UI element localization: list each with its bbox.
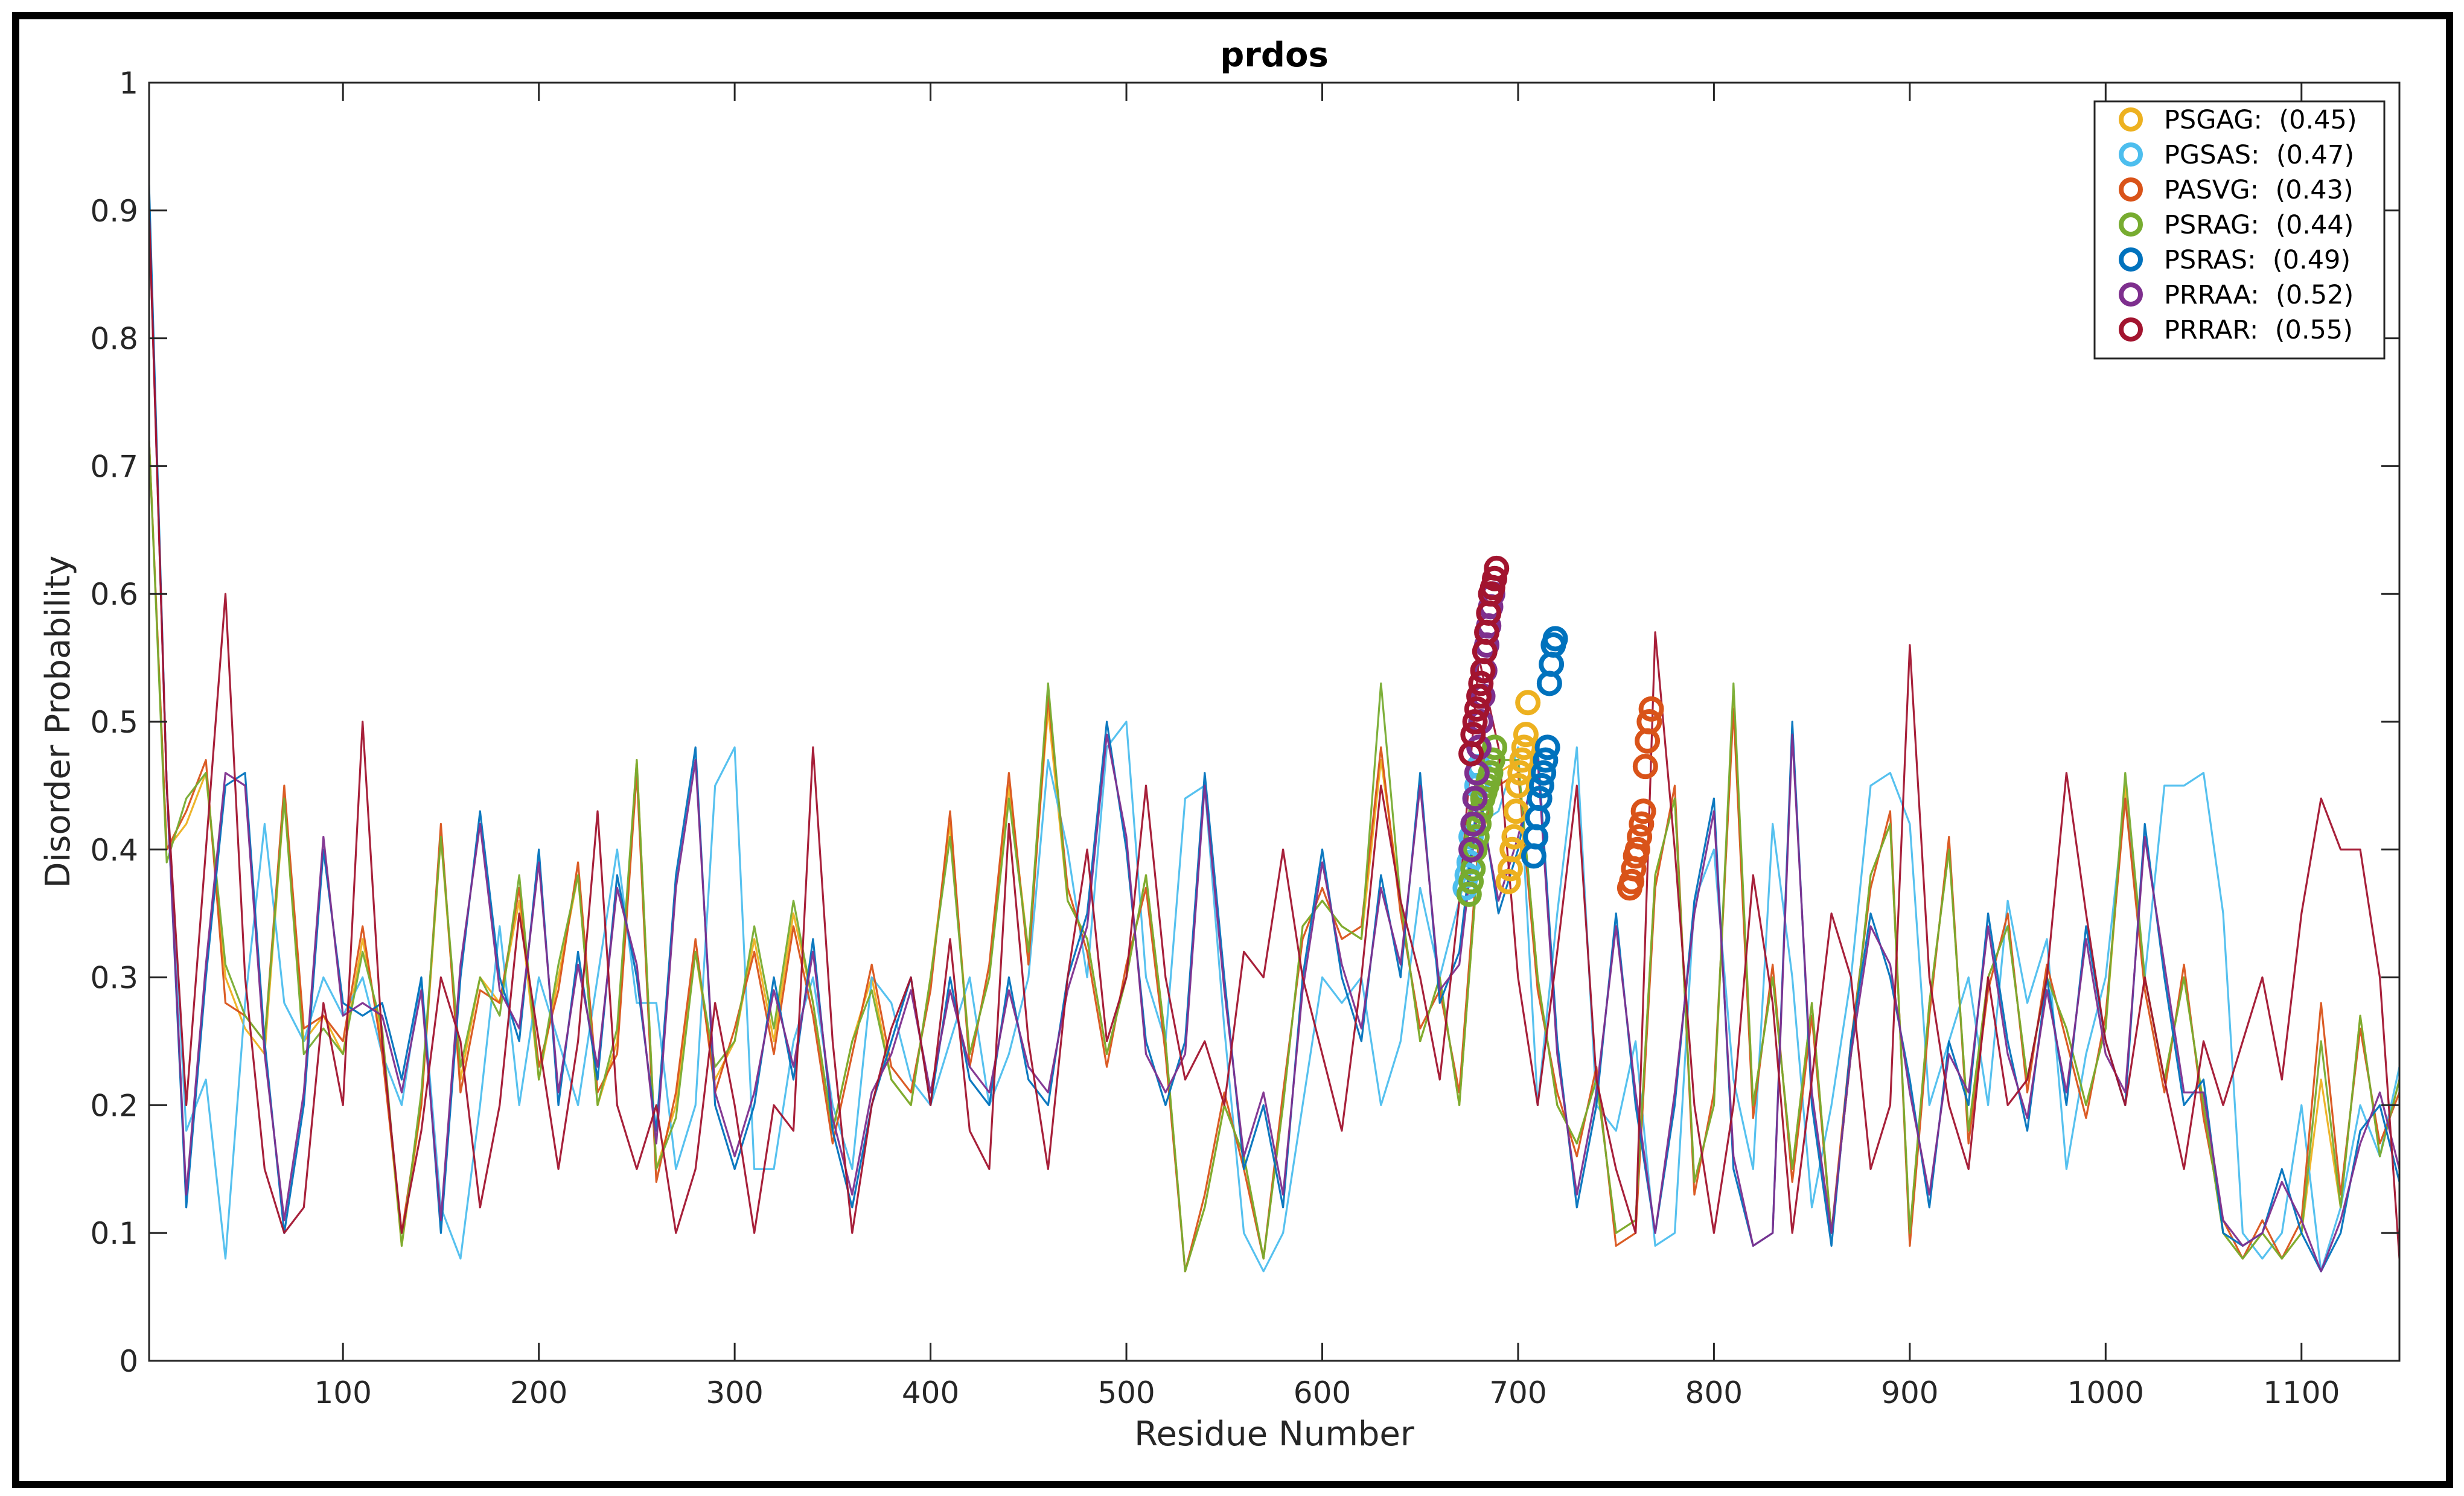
- y-tick-label: 0.2: [90, 1088, 138, 1123]
- x-axis-label: Residue Number: [1134, 1415, 1415, 1454]
- y-tick-label: 1: [119, 66, 138, 101]
- y-tick-label: 0.8: [90, 322, 138, 357]
- series-1-marker: [1515, 690, 1541, 716]
- series-6-marker: [1458, 836, 1484, 862]
- series-markers: [1452, 555, 1664, 907]
- legend-marker: [2119, 317, 2143, 342]
- legend-label: PSRAG: (0.44): [2164, 210, 2354, 240]
- series-1-marker: [1511, 734, 1537, 760]
- series-6-marker: [1462, 786, 1488, 812]
- series-1-marker: [1505, 772, 1531, 798]
- series-1-marker: [1513, 722, 1539, 748]
- y-tick-label: 0: [119, 1344, 138, 1379]
- legend-label: PGSAS: (0.47): [2164, 140, 2354, 170]
- series-3-marker: [1619, 868, 1645, 894]
- x-tick-label: 900: [1881, 1375, 1938, 1410]
- x-tick-label: 500: [1097, 1375, 1155, 1410]
- series-5-marker: [1533, 747, 1559, 773]
- x-tick-label: 400: [902, 1375, 959, 1410]
- series-1-marker: [1503, 798, 1529, 824]
- series-1-marker: [1509, 747, 1535, 773]
- series-line-6: [149, 210, 2399, 1273]
- legend-label: PSGAG: (0.45): [2164, 105, 2357, 135]
- series-4-marker: [1464, 824, 1490, 850]
- series-1-marker: [1499, 836, 1525, 862]
- series-5-marker: [1531, 760, 1557, 786]
- y-axis-label: Disorder Probability: [39, 555, 78, 888]
- series-4-marker: [1458, 868, 1484, 894]
- legend-marker: [2119, 107, 2143, 132]
- y-tick-label: 0.7: [90, 449, 138, 484]
- y-tick-label: 0.3: [90, 961, 138, 996]
- legend-marker: [2119, 247, 2143, 272]
- series-line-5: [149, 185, 2399, 1273]
- legend-box: [2093, 100, 2386, 360]
- legend-label: PASVG: (0.43): [2164, 175, 2354, 205]
- series-lines: [149, 185, 2399, 1273]
- series-line-2: [149, 197, 2399, 1273]
- series-7-marker: [1464, 696, 1490, 722]
- series-7-marker: [1484, 555, 1510, 581]
- y-tick-label: 0.1: [90, 1216, 138, 1251]
- axes: [148, 81, 2401, 1362]
- series-3-marker: [1636, 709, 1662, 734]
- x-tick-label: 200: [510, 1375, 567, 1410]
- series-line-4: [149, 440, 2399, 1273]
- x-tick-label: 1100: [2263, 1375, 2340, 1410]
- chart-title: prdos: [1220, 36, 1329, 75]
- series-7-marker: [1468, 670, 1494, 696]
- legend-marker: [2119, 142, 2143, 167]
- y-tick-label: 0.6: [90, 577, 138, 612]
- y-tick-label: 0.9: [90, 194, 138, 229]
- tick-labels: 100 200 300 400 500 600 700 800 900 1000 1100 0 0.1 0…: [90, 66, 2340, 1410]
- legend-label: PRRAR: (0.55): [2164, 315, 2353, 345]
- x-tick-label: 700: [1489, 1375, 1546, 1410]
- series-1-marker: [1507, 760, 1533, 786]
- series-5-marker: [1534, 734, 1560, 760]
- series-line-7: [149, 210, 2399, 1259]
- legend-label: PRRAA: (0.52): [2164, 280, 2354, 310]
- series-6-marker: [1460, 811, 1486, 837]
- series-4-marker: [1478, 760, 1504, 786]
- series-7-marker: [1460, 722, 1486, 748]
- legend-label: PSRAS: (0.49): [2164, 245, 2351, 275]
- series-3-marker: [1629, 811, 1655, 837]
- series-7-marker: [1462, 709, 1488, 734]
- x-tick-label: 800: [1685, 1375, 1743, 1410]
- legend: PSGAG: (0.45) PGSAS: (0.47) PASVG: (0.43) P…: [2093, 100, 2386, 360]
- x-tick-label: 600: [1294, 1375, 1351, 1410]
- series-7-marker: [1482, 565, 1508, 591]
- series-5-marker: [1542, 626, 1568, 652]
- series-3-marker: [1632, 754, 1658, 780]
- series-1-marker: [1495, 868, 1521, 894]
- series-4-marker: [1456, 881, 1482, 907]
- series-4-marker: [1482, 734, 1508, 760]
- series-7-marker: [1466, 683, 1492, 709]
- series-5-marker: [1528, 772, 1554, 798]
- y-tick-label: 0.5: [90, 705, 138, 740]
- series-5-marker: [1527, 786, 1553, 812]
- legend-marker: [2119, 282, 2143, 307]
- series-3-marker: [1630, 798, 1656, 824]
- series-4-marker: [1479, 747, 1505, 773]
- legend-marker: [2119, 212, 2143, 237]
- x-tick-label: 300: [706, 1375, 763, 1410]
- x-tick-label: 100: [314, 1375, 371, 1410]
- series-3-marker: [1638, 696, 1664, 722]
- series-3-marker: [1627, 824, 1653, 850]
- series-3-marker: [1624, 836, 1650, 862]
- y-tick-label: 0.4: [90, 833, 138, 868]
- x-tick-label: 1000: [2067, 1375, 2144, 1410]
- legend-marker: [2119, 177, 2143, 202]
